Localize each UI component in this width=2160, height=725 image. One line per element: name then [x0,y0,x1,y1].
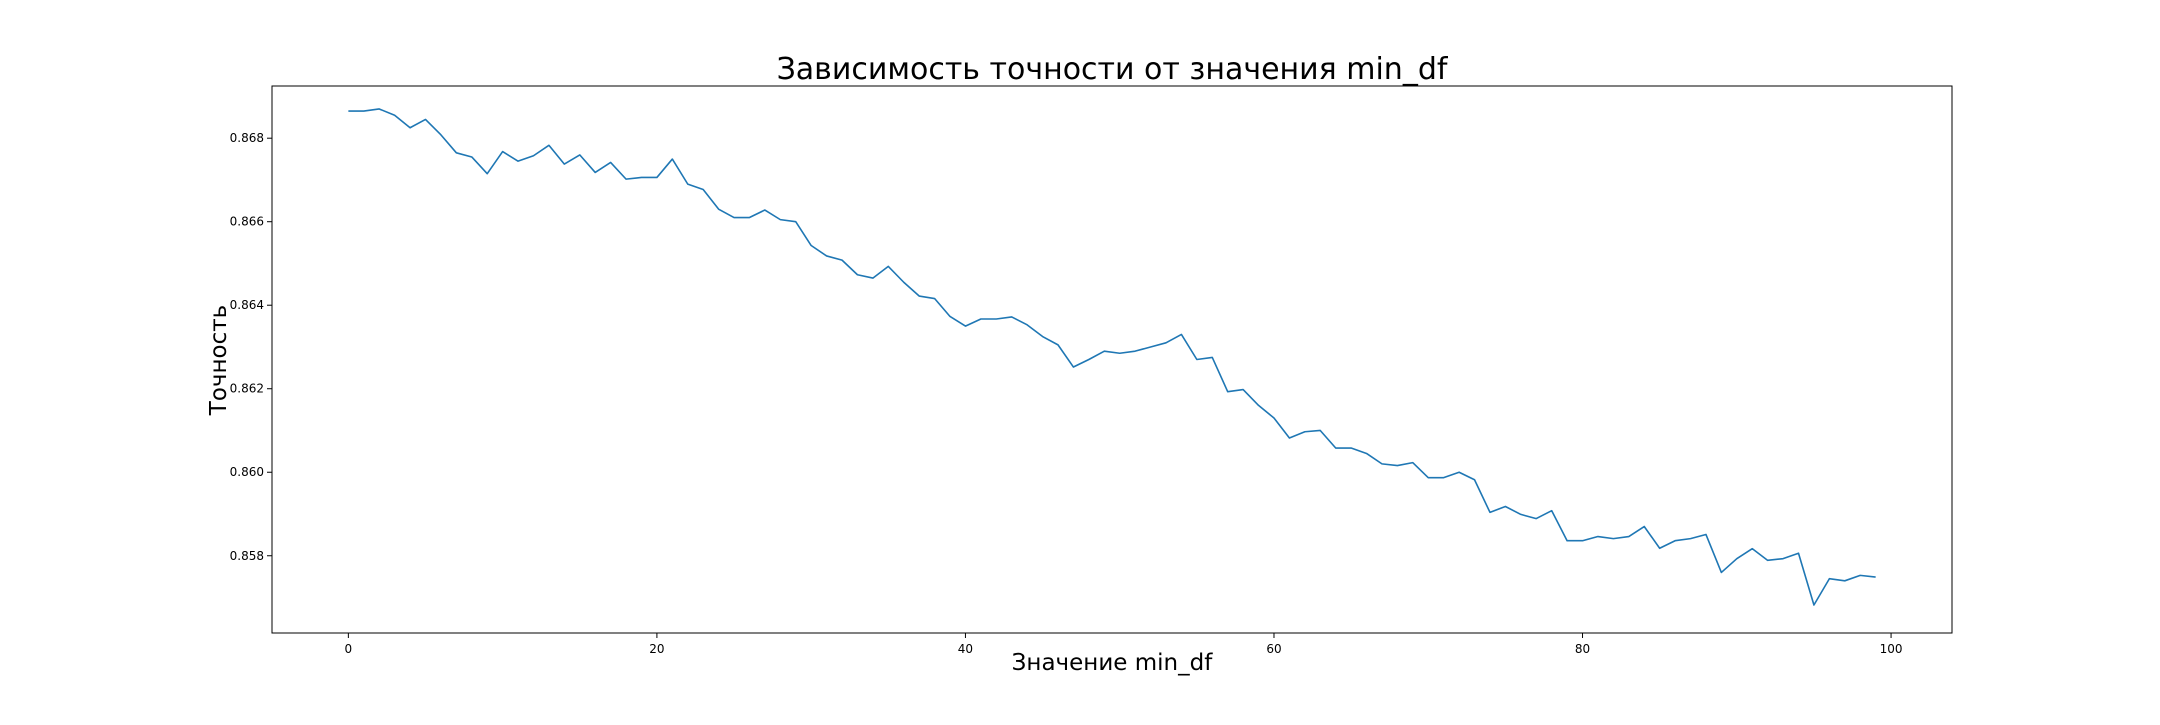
y-tick-label: 0.866 [230,215,264,229]
y-tick-label: 0.862 [230,382,264,396]
plot-area-frame [271,85,1953,634]
y-axis-title: Точность [206,305,232,416]
x-tick-label: 40 [958,642,973,656]
accuracy-series-line [348,108,1876,606]
ticks-layer: 0 20 40 60 80 100 0.858 0.860 0.862 0.864 0.866 0.8… [230,131,1903,656]
y-tick-label: 0.860 [230,465,264,479]
x-tick-label: 0 [345,642,353,656]
x-tick-label: 80 [1575,642,1590,656]
series-layer [348,108,1876,606]
y-tick-label: 0.868 [230,131,264,145]
y-tick-label: 0.858 [230,549,264,563]
chart-title: Зависимость точности от значения min_df [777,52,1449,87]
x-tick-label: 100 [1880,642,1903,656]
y-tick-label: 0.864 [230,298,264,312]
x-tick-label: 20 [649,642,664,656]
x-axis-title: Значение min_df [1012,650,1214,676]
x-tick-label: 60 [1266,642,1281,656]
